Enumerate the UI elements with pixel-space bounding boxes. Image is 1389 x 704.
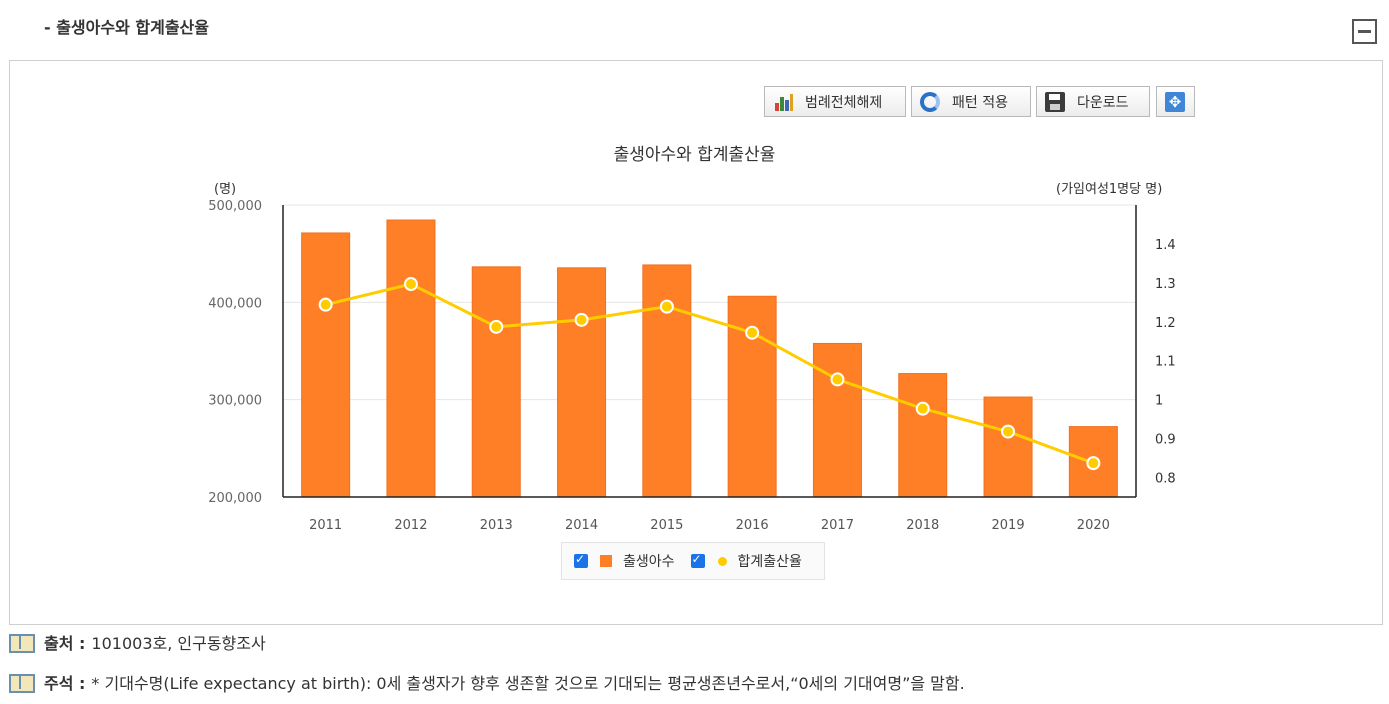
y-left-tick-label: 500,000 — [208, 199, 262, 214]
legend-swatch-births — [600, 555, 612, 567]
bar-2018 — [898, 373, 948, 498]
book-icon — [8, 672, 35, 693]
x-tick-label: 2014 — [565, 518, 598, 533]
chart-title: 출생아수와 합계출산율 — [613, 145, 776, 165]
chart-legend: 출생아수 합계출산율 — [561, 542, 825, 580]
fertility-point-2012 — [403, 277, 418, 292]
bar-2017 — [812, 342, 862, 498]
bar-2011 — [301, 232, 351, 498]
download-button[interactable]: 다운로드 — [1036, 86, 1150, 117]
section-title: - 출생아수와 합계출산율 — [44, 18, 209, 37]
x-tick-label: 2018 — [906, 518, 939, 533]
apply-pattern-button[interactable]: 패턴 적용 — [911, 86, 1031, 117]
source-key: 출처 : — [44, 634, 86, 653]
bar-2014 — [557, 267, 607, 498]
y-left-tick-label: 400,000 — [208, 296, 262, 311]
toggle-legend-label: 범례전체해제 — [805, 94, 883, 111]
legend-swatch-fertility — [717, 556, 727, 566]
fertility-point-2014 — [574, 312, 589, 327]
legend-checkbox-births[interactable] — [574, 552, 588, 568]
legend-checkbox-fertility[interactable] — [690, 552, 705, 568]
y-right-tick-label: 1.1 — [1155, 355, 1176, 370]
x-tick-label: 2015 — [650, 518, 683, 533]
x-tick-label: 2011 — [309, 518, 342, 533]
comment-key: 주석 : — [44, 674, 86, 693]
source-value: 101003호, 인구동향조사 — [91, 634, 266, 653]
fertility-point-2017 — [830, 372, 845, 387]
refresh-icon — [920, 91, 940, 112]
bar-2013 — [471, 266, 521, 498]
y-right-tick-label: 1.4 — [1155, 238, 1176, 253]
legend-label-fertility[interactable]: 합계출산율 — [737, 554, 802, 570]
fertility-point-2016 — [745, 325, 760, 340]
x-tick-label: 2013 — [480, 518, 513, 533]
fertility-line — [325, 282, 1094, 465]
left-axis-unit: (명) — [214, 182, 237, 197]
fertility-point-2019 — [1001, 424, 1016, 439]
fertility-point-2018 — [915, 401, 930, 416]
comment-value: * 기대수명(Life expectancy at birth): 0세 출생자… — [91, 674, 965, 693]
download-label: 다운로드 — [1077, 94, 1129, 111]
y-right-tick-label: 1.2 — [1155, 316, 1176, 331]
floppy-disk-icon — [1045, 91, 1065, 112]
fertility-point-2011 — [318, 297, 333, 312]
chart-container — [9, 60, 1383, 625]
book-icon — [8, 632, 35, 653]
expand-arrows-icon — [1165, 91, 1185, 113]
fertility-point-2020 — [1086, 456, 1101, 471]
right-axis-unit: (가임여성1명당 명) — [1056, 182, 1163, 197]
apply-pattern-label: 패턴 적용 — [952, 94, 1008, 111]
x-tick-label: 2017 — [821, 518, 854, 533]
y-left-tick-label: 200,000 — [208, 491, 262, 506]
fertility-point-2015 — [659, 299, 674, 314]
y-right-tick-label: 1.3 — [1155, 277, 1176, 292]
legend-label-births[interactable]: 출생아수 — [623, 554, 675, 570]
y-right-tick-label: 0.9 — [1155, 433, 1176, 448]
bar-2012 — [386, 219, 436, 498]
source-note: 출처 : 101003호, 인구동향조사 — [8, 630, 266, 654]
bar-chart-icon — [773, 92, 793, 112]
comment-note: 주석 : * 기대수명(Life expectancy at birth): 0… — [8, 670, 965, 694]
collapse-button[interactable] — [1352, 19, 1377, 44]
expand-button[interactable] — [1156, 86, 1195, 117]
x-tick-label: 2016 — [736, 518, 769, 533]
x-tick-label: 2020 — [1077, 518, 1110, 533]
toggle-legend-button[interactable]: 범례전체해제 — [764, 86, 906, 117]
y-right-tick-label: 0.8 — [1155, 472, 1176, 487]
bar-2019 — [983, 396, 1033, 498]
x-tick-label: 2019 — [992, 518, 1025, 533]
fertility-point-2013 — [489, 319, 504, 334]
y-left-tick-label: 300,000 — [208, 394, 262, 409]
y-right-tick-label: 1 — [1155, 394, 1163, 409]
x-tick-label: 2012 — [394, 518, 427, 533]
